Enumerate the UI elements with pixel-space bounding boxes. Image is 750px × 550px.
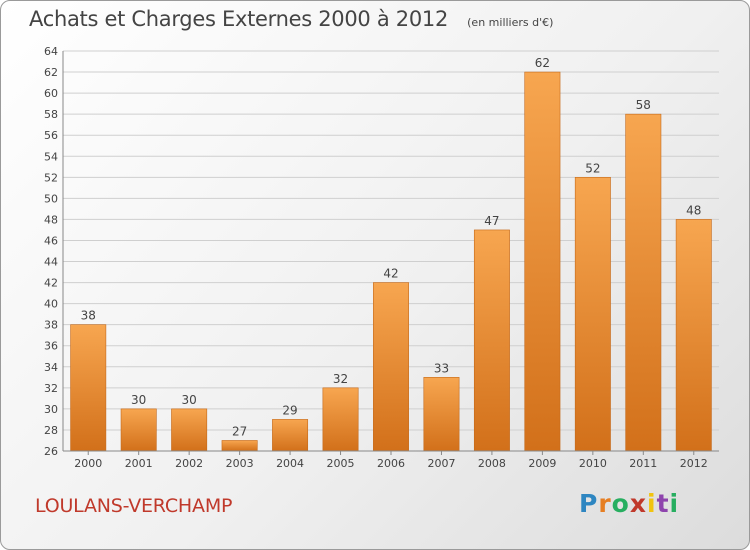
x-tick-label: 2010 (579, 457, 607, 470)
chart-subtitle: (en milliers d'€) (467, 16, 554, 29)
logo-letter: i (647, 489, 657, 518)
y-tick-label: 30 (44, 403, 58, 416)
data-label: 30 (131, 393, 146, 407)
commune-name: LOULANS-VERCHAMP (35, 495, 233, 517)
data-label: 29 (282, 403, 297, 417)
data-label: 52 (585, 161, 600, 175)
logo-letter: r (598, 489, 612, 518)
bar (70, 324, 107, 452)
y-tick-label: 28 (44, 424, 58, 437)
x-tick-label: 2004 (276, 457, 304, 470)
logo-letter: x (629, 489, 647, 518)
bars: 38 30 30 27 29 32 42 33 47 62 52 58 48 (70, 56, 712, 452)
bar (423, 377, 460, 452)
y-tick-label: 40 (44, 298, 58, 311)
bar (322, 387, 359, 452)
data-label: 58 (636, 98, 651, 112)
logo-letter: t (656, 489, 670, 518)
data-label: 38 (81, 309, 96, 323)
x-tick-label: 2011 (629, 457, 657, 470)
y-tick-label: 32 (44, 382, 58, 395)
x-tick-label: 2008 (478, 457, 506, 470)
y-tick-label: 64 (44, 45, 58, 58)
chart-title: Achats et Charges Externes 2000 à 2012 (29, 7, 449, 31)
y-tick-label: 50 (44, 192, 58, 205)
y-tick-label: 54 (44, 150, 58, 163)
bar (272, 419, 309, 452)
bar (120, 408, 157, 452)
axes: 26 28 30 32 34 36 38 40 42 44 46 48 50 52 54 56 58 60 62 64… (44, 45, 719, 470)
y-tick-label: 52 (44, 171, 58, 184)
logo-letter: o (611, 489, 630, 518)
y-tick-label: 34 (44, 361, 58, 374)
y-tick-label: 36 (44, 340, 58, 353)
x-tick-label: 2006 (377, 457, 405, 470)
logo-letter: P (579, 489, 599, 518)
data-label: 62 (535, 56, 550, 70)
y-tick-label: 26 (44, 445, 58, 458)
x-tick-label: 2012 (680, 457, 708, 470)
chart-header: Achats et Charges Externes 2000 à 2012 (… (29, 7, 553, 31)
y-tick-label: 48 (44, 213, 58, 226)
data-label: 32 (333, 372, 348, 386)
data-label: 30 (182, 393, 197, 407)
y-tick-label: 60 (44, 87, 58, 100)
bar (373, 282, 409, 452)
bar (221, 440, 258, 452)
x-tick-label: 2007 (427, 457, 455, 470)
bar (675, 219, 712, 452)
y-tick-label: 38 (44, 319, 58, 332)
data-label: 33 (434, 361, 449, 375)
y-tick-label: 42 (44, 277, 58, 290)
data-label: 42 (383, 267, 398, 281)
y-tick-label: 56 (44, 129, 58, 142)
bar (171, 408, 208, 452)
x-tick-label: 2009 (528, 457, 556, 470)
logo-letter: i (669, 489, 680, 518)
x-tick-label: 2001 (125, 457, 153, 470)
x-tick-label: 2003 (226, 457, 254, 470)
y-tick-label: 62 (44, 66, 58, 79)
x-tick-label: 2000 (74, 457, 102, 470)
proxiti-logo: Proxiti (579, 489, 679, 518)
y-tick-label: 46 (44, 234, 58, 247)
bar (473, 229, 510, 452)
x-tick-label: 2005 (327, 457, 355, 470)
data-label: 47 (484, 214, 499, 228)
y-tick-label: 44 (44, 256, 58, 269)
y-tick-label: 58 (44, 108, 58, 121)
bar (574, 177, 611, 452)
data-label: 48 (686, 203, 701, 217)
bar (625, 113, 662, 452)
bar (524, 71, 561, 452)
x-tick-label: 2002 (175, 457, 203, 470)
data-label: 27 (232, 424, 247, 438)
